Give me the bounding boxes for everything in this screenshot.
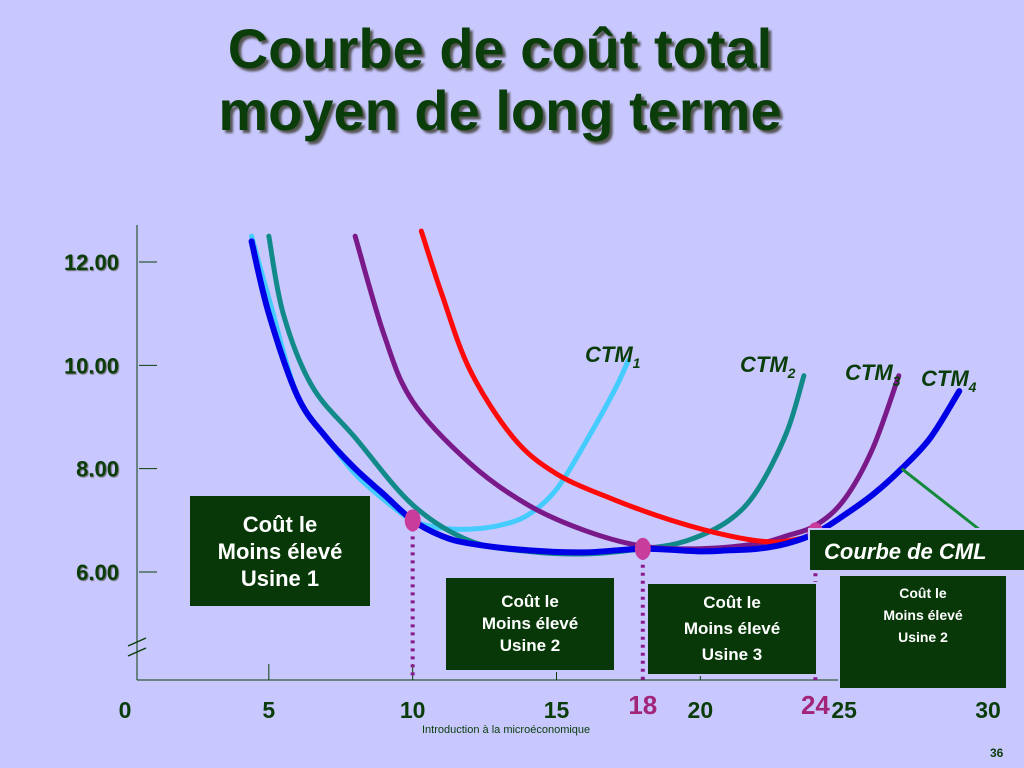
y-tick-label: 6.00	[76, 560, 119, 585]
cml-label: Courbe de CML	[808, 528, 1024, 572]
annotation-line: Usine 2	[898, 629, 948, 645]
annotation-line: Coût le	[501, 592, 559, 611]
title-line-1: Courbe de coût total	[227, 17, 773, 80]
annotation-usine-2: Coût le Moins élevé Usine 2	[444, 576, 616, 672]
cml-connector-line	[900, 467, 981, 532]
curve-label-ctm4: CTM4	[921, 366, 977, 395]
annotation-line: Coût le	[899, 585, 947, 601]
minimum-point	[634, 537, 651, 560]
footer-text: Introduction à la microéconomique	[422, 724, 591, 736]
x-tick-label: 15	[544, 697, 570, 723]
annotation-usine-2-large: Coût le Moins élevé Usine 2	[838, 574, 1008, 690]
curve-labels: CTM1 CTM2 CTM3 CTM4	[585, 342, 977, 395]
annotation-line: Usine 1	[240, 565, 320, 591]
annotation-usine-3: Coût le Moins élevé Usine 3	[646, 582, 818, 676]
annotation-line: Usine 2	[499, 636, 561, 655]
y-tick-label: 10.00	[64, 353, 119, 378]
x-highlight-tick-label: 18	[628, 690, 657, 720]
axis-break-mark	[127, 637, 147, 647]
y-tick-label: 8.00	[76, 457, 119, 482]
annotation-usine-1: Coût le Moins élevé Usine 1	[188, 494, 372, 608]
curve-label-ctm1: CTM1	[585, 342, 641, 371]
curve-label-ctm3: CTM3	[845, 360, 901, 389]
x-highlight-tick-label: 24	[801, 690, 830, 720]
curve-label-ctm2: CTM2	[740, 352, 796, 381]
minimum-point	[404, 509, 421, 532]
x-tick-label: 30	[975, 697, 1001, 723]
annotation-line: Moins élevé	[883, 607, 963, 623]
title-line-2: moyen de long terme	[218, 79, 782, 142]
annotation-line: Moins élevé	[481, 614, 579, 633]
x-tick-label: 20	[688, 697, 714, 723]
x-tick-label: 25	[831, 697, 857, 723]
page-number: 36	[990, 746, 1004, 760]
axis-break-mark	[127, 647, 147, 657]
x-tick-label: 0	[119, 697, 132, 723]
x-tick-label: 10	[400, 697, 426, 723]
curve-courbe-de-cml	[248, 238, 963, 556]
slide-title: Courbe de coût total moyen de long terme	[0, 18, 1000, 142]
curves	[248, 228, 981, 557]
annotation-line: Moins élevé	[683, 619, 781, 638]
annotation-line: Usine 3	[701, 645, 763, 664]
y-tick-label: 12.00	[64, 250, 119, 275]
curve-ctm4	[418, 228, 818, 545]
annotation-line: Coût le	[242, 511, 318, 537]
annotation-line: Coût le	[703, 593, 761, 612]
x-tick-label: 5	[262, 697, 275, 723]
tick-labels: 6.00 8.00 10.00 12.00 0 5 10 15 20 25 30 18 24	[64, 250, 1001, 723]
annotation-line: Moins élevé	[217, 538, 343, 564]
